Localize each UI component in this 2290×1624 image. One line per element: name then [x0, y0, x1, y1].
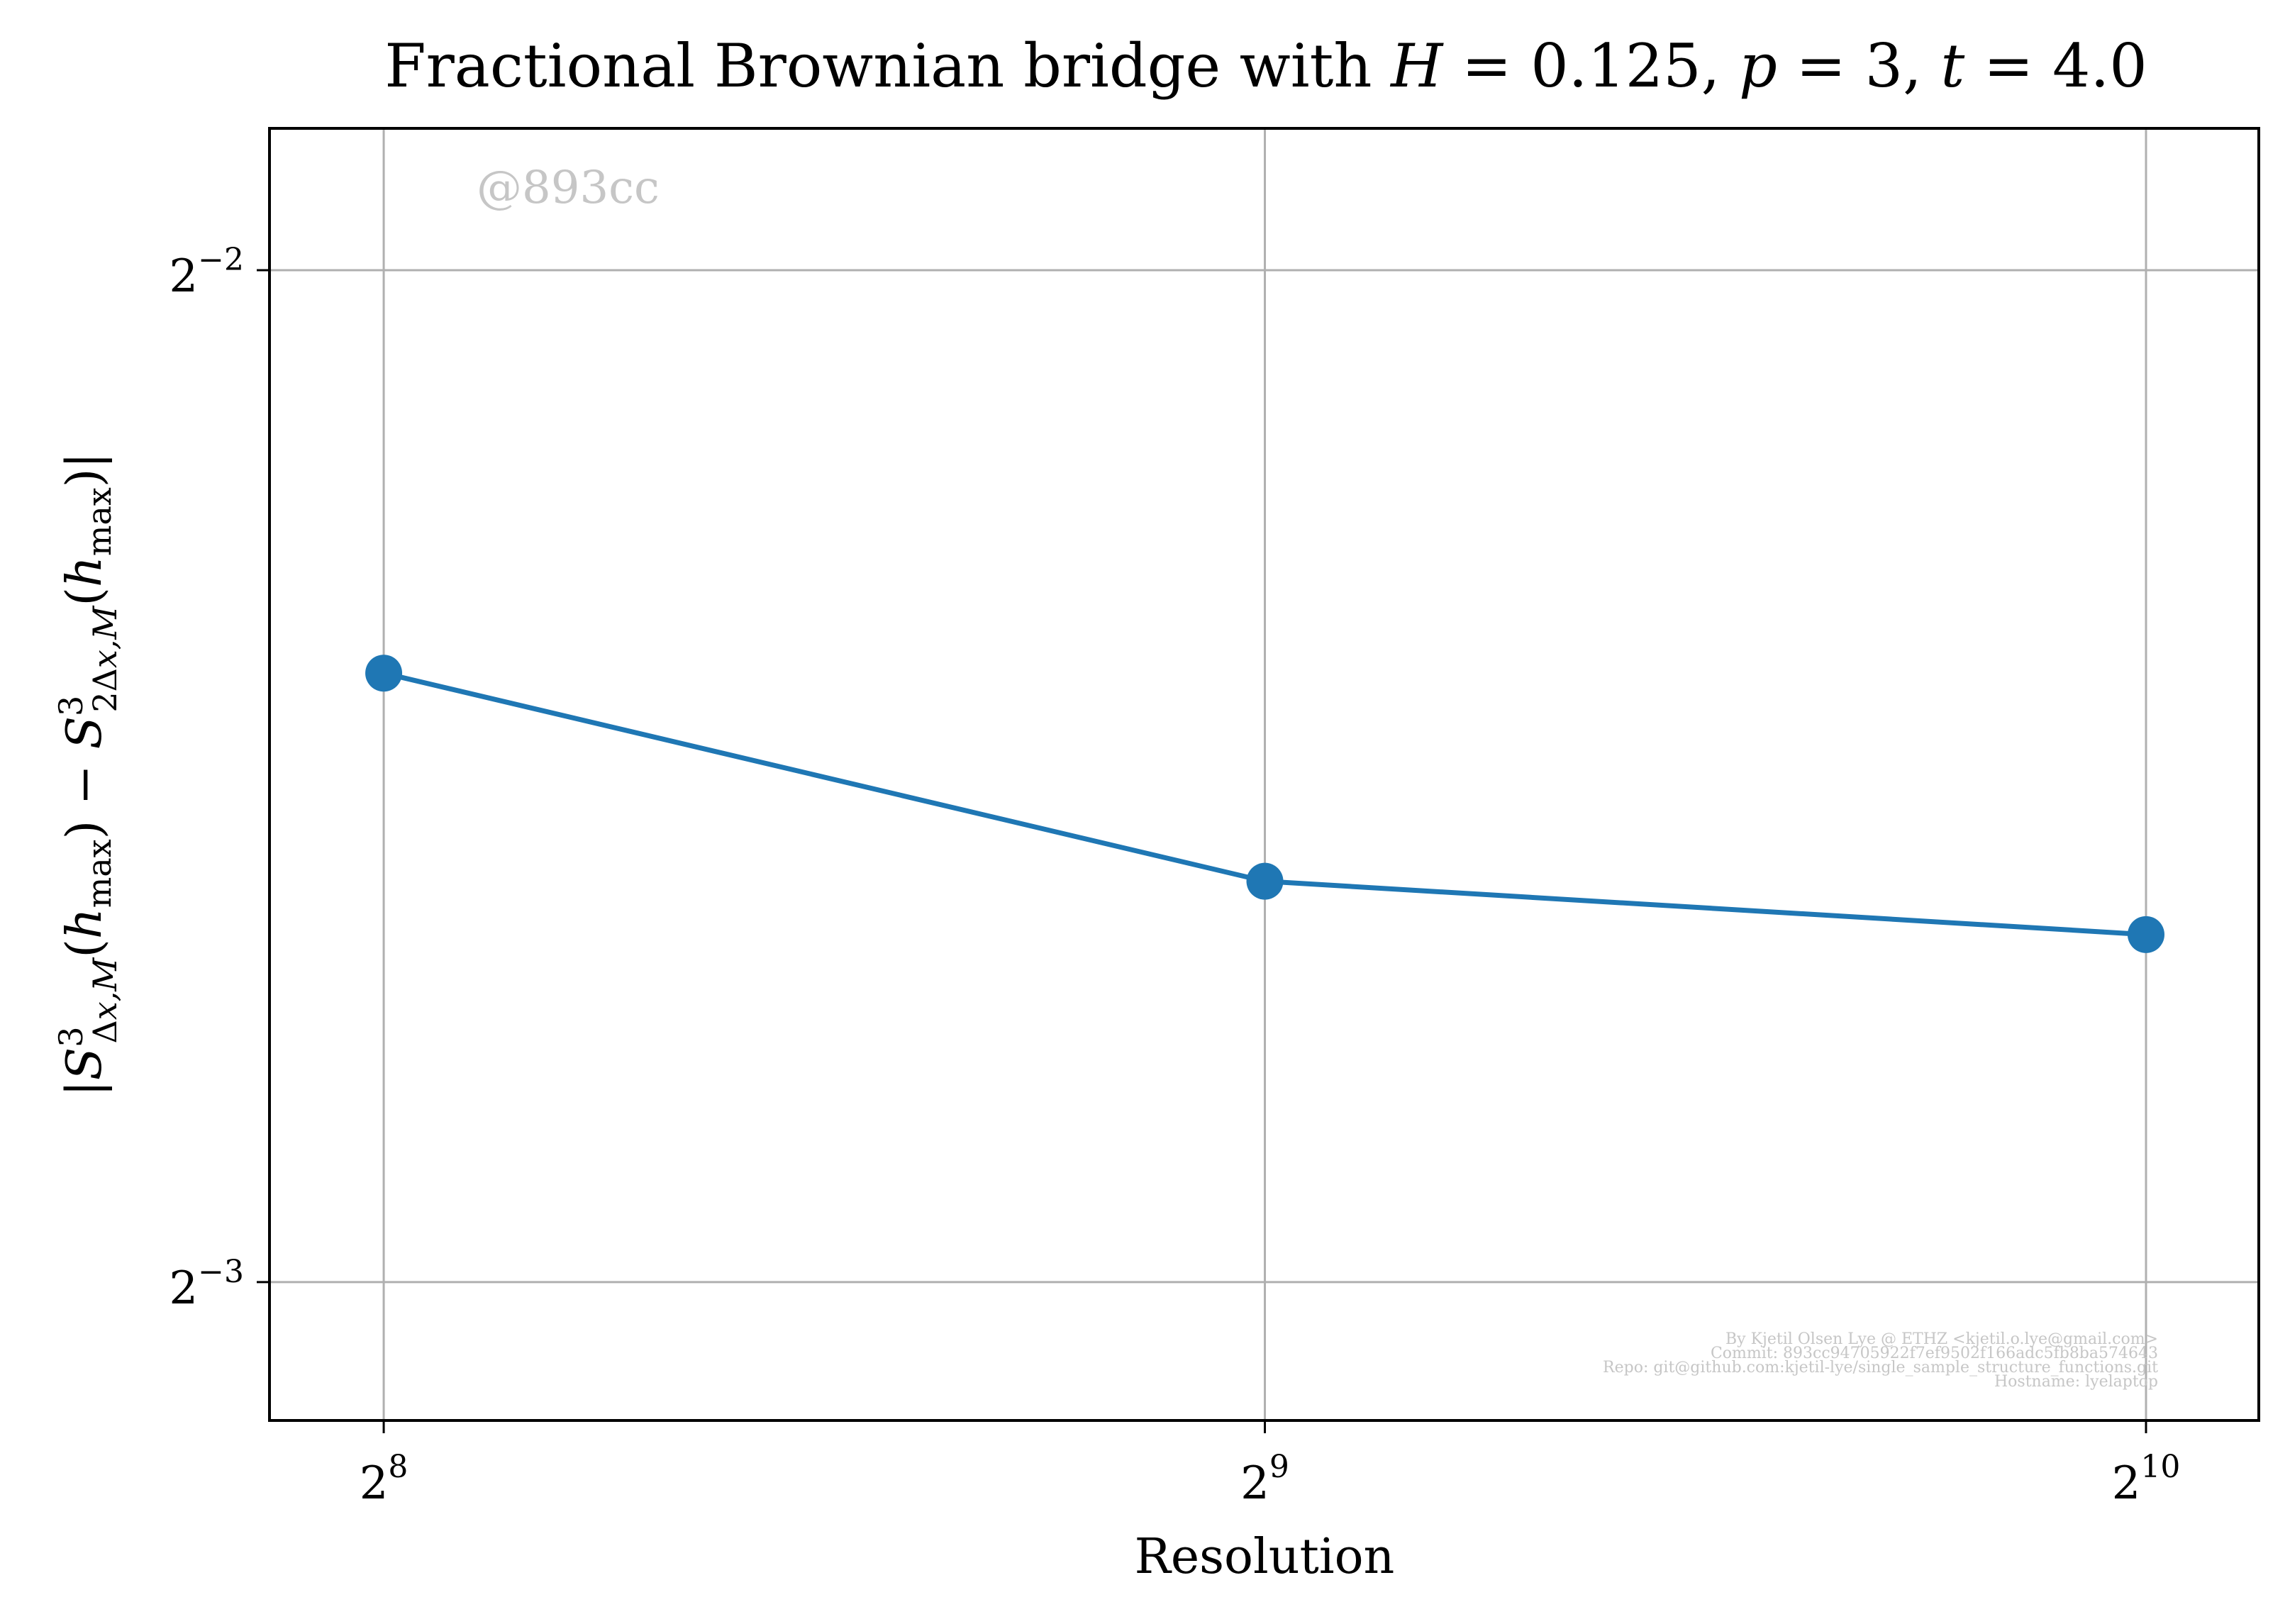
data-point	[2127, 916, 2164, 953]
credit-line: Hostname: lyelaptop	[1994, 1373, 2158, 1391]
credit-line: Repo: git@github.com:kjetil-lye/single_s…	[1603, 1359, 2158, 1376]
plot-frame	[268, 127, 2260, 1422]
credit-line: By Kjetil Olsen Lye @ ETHZ <kjetil.o.lye…	[1725, 1330, 2158, 1348]
x-tick-label: 210	[2112, 1449, 2181, 1510]
grid-lines	[269, 128, 2259, 1420]
x-tick-label: 29	[1240, 1449, 1289, 1510]
watermark-text: @893cc	[477, 162, 660, 214]
credits-block: By Kjetil Olsen Lye @ ETHZ <kjetil.o.lye…	[1603, 1330, 2158, 1391]
y-tick-label: 2−2	[169, 242, 244, 303]
series-group	[365, 655, 2164, 953]
axis-ticks: 28 29 210 2−2 2−3	[169, 242, 2180, 1510]
x-tick-label: 28	[360, 1449, 408, 1510]
x-axis-label: Resolution	[1135, 1529, 1395, 1585]
y-axis-label: |S3Δx,M(hmax) − S32Δx,M(hmax)|	[52, 452, 124, 1097]
credit-line: Commit: 893cc94705922f7ef9502f166adc5fb8…	[1711, 1345, 2158, 1362]
y-tick-label: 2−3	[169, 1254, 244, 1315]
chart-title: Fractional Brownian bridge with H = 0.12…	[384, 31, 2147, 101]
data-point	[1246, 862, 1284, 900]
data-point	[365, 655, 403, 692]
